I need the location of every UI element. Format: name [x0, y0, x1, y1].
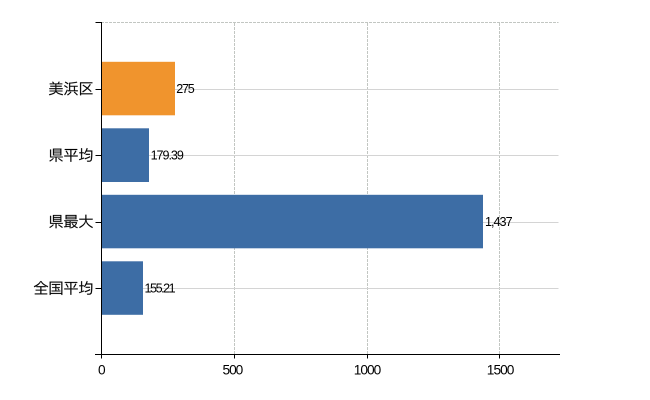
svg-text:275: 275 — [176, 82, 195, 96]
svg-text:500: 500 — [223, 362, 244, 377]
svg-text:155.21: 155.21 — [145, 282, 176, 296]
svg-text:1000: 1000 — [354, 362, 382, 377]
svg-text:1500: 1500 — [487, 362, 515, 377]
svg-text:1,437: 1,437 — [485, 215, 513, 229]
svg-text:179.39: 179.39 — [151, 149, 184, 163]
svg-text:0: 0 — [98, 362, 106, 377]
